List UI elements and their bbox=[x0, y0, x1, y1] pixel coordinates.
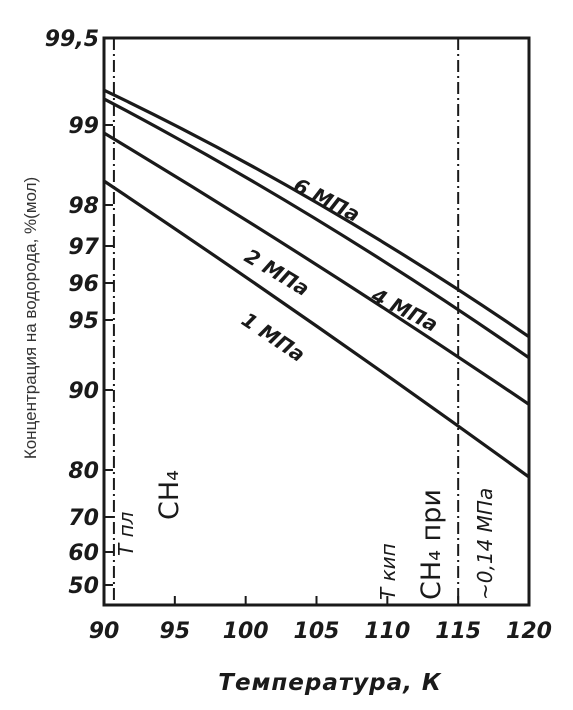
series-label-1mpa: 1 МПа bbox=[237, 307, 309, 367]
y-tick-label: 70 bbox=[68, 506, 99, 531]
x-tick-label: 100 bbox=[223, 619, 269, 644]
melting-point-label: Т пл bbox=[114, 511, 138, 556]
y-tick-label: 90 bbox=[68, 379, 99, 404]
boiling-point-substance: CH₄ при bbox=[416, 489, 447, 600]
y-tick-label: 98 bbox=[68, 194, 99, 219]
y-tick-label: 95 bbox=[68, 309, 99, 334]
series-line bbox=[103, 131, 530, 406]
series-line bbox=[103, 97, 530, 360]
x-tick-label: 90 bbox=[89, 619, 120, 644]
x-axis-label: Температура, К bbox=[218, 670, 442, 696]
y-axis-label: Концентрация на водорода, %(мол) bbox=[21, 177, 40, 459]
y-tick-label: 99 bbox=[68, 114, 99, 139]
series-lines bbox=[103, 88, 530, 479]
boiling-point-label: Т кип bbox=[376, 543, 400, 600]
x-tick-label: 115 bbox=[435, 619, 481, 644]
x-tick-label: 120 bbox=[506, 619, 552, 644]
x-tick-label: 110 bbox=[364, 619, 410, 644]
y-tick-label: 50 bbox=[68, 574, 99, 599]
series-line bbox=[103, 88, 530, 339]
melting-point-substance: CH₄ bbox=[154, 470, 185, 520]
series-line bbox=[103, 179, 530, 479]
x-tick-label: 95 bbox=[160, 619, 191, 644]
curve-labels: 6 МПа 4 МПа 2 МПа 1 МПа bbox=[237, 173, 442, 367]
vertical-markers bbox=[112, 38, 460, 605]
y-tick-label: 80 bbox=[68, 459, 99, 484]
y-tick-label: 97 bbox=[68, 235, 99, 260]
marker-annotations: Т пл CH₄ Т кип CH₄ при ~0,14 МПа bbox=[114, 470, 497, 600]
series-label-2mpa: 2 МПа bbox=[240, 244, 313, 301]
x-tick-label: 105 bbox=[294, 619, 340, 644]
y-tick-label: 96 bbox=[68, 272, 99, 297]
boiling-point-pressure: ~0,14 МПа bbox=[473, 488, 497, 600]
x-axis-ticks: 90 95 100 105 110 115 120 bbox=[89, 596, 552, 644]
y-tick-label: 99,5 bbox=[45, 27, 99, 52]
series-label-6mpa: 6 МПа bbox=[290, 173, 364, 227]
y-tick-label: 60 bbox=[68, 541, 99, 566]
y-axis-ticks: 99,5 99 98 97 96 95 90 80 70 60 50 bbox=[45, 27, 113, 599]
